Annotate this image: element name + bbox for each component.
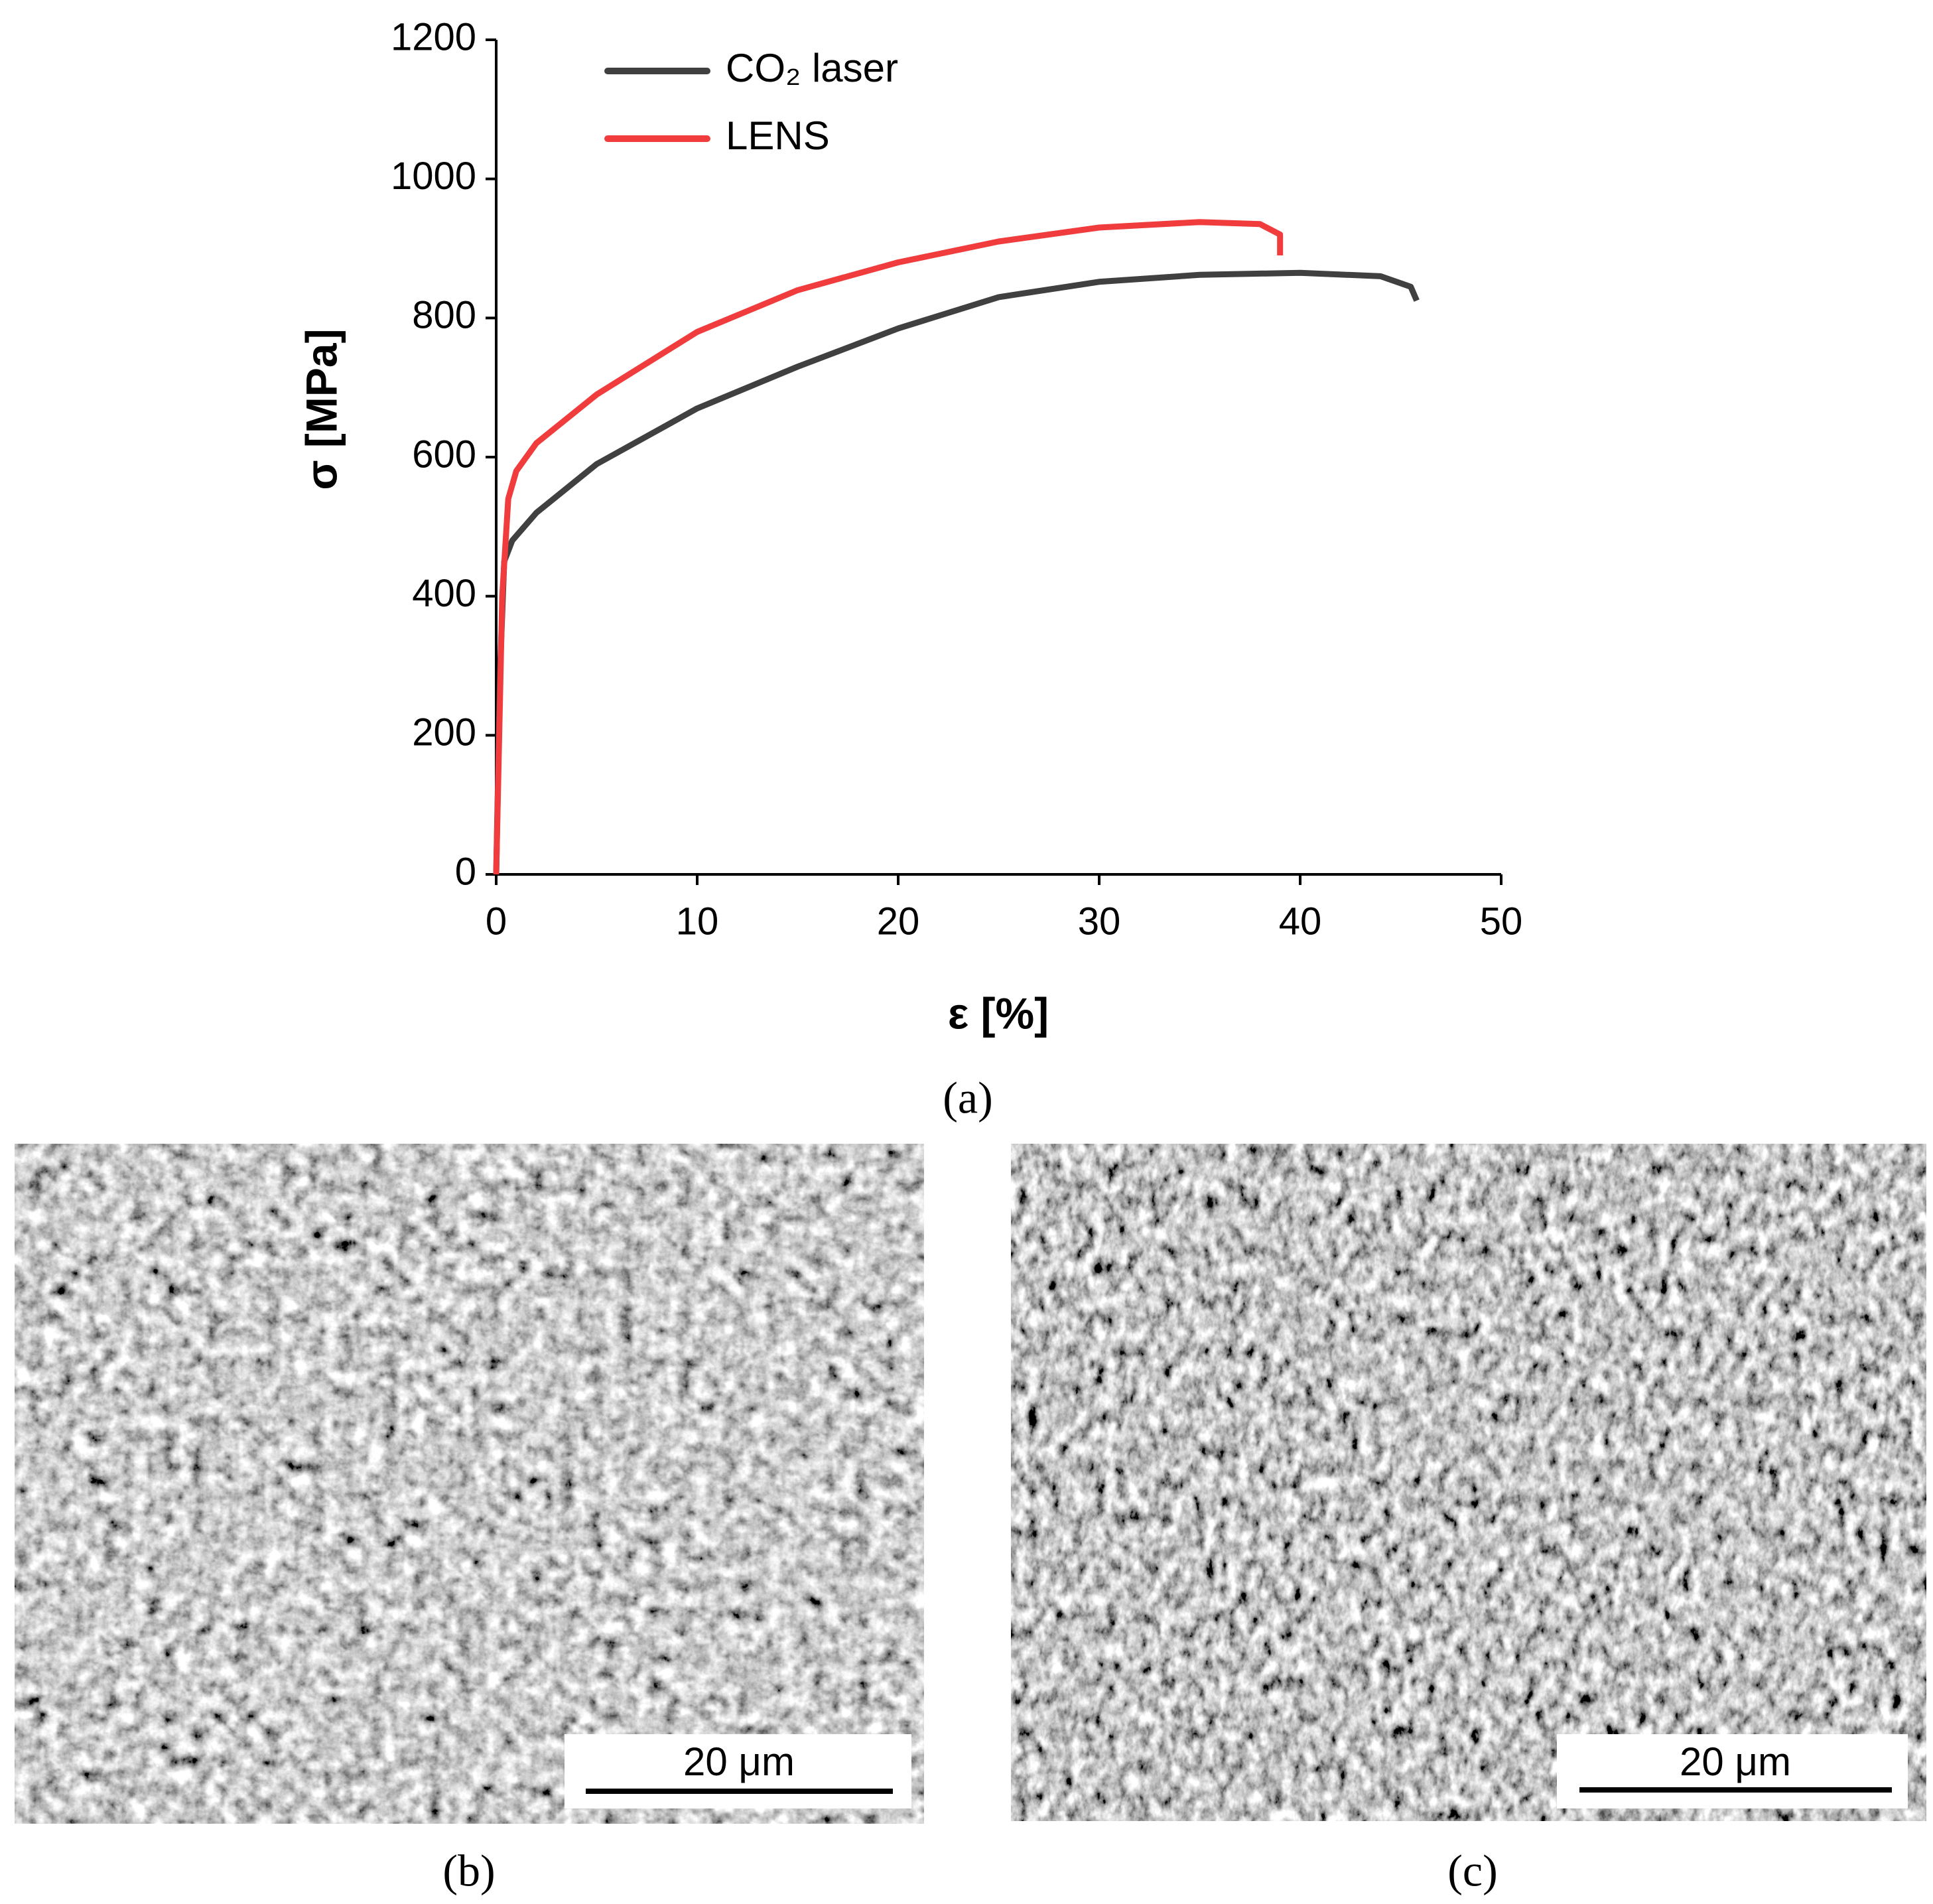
x-axis-title: ε [%] (948, 988, 1049, 1038)
scale-bar-label: 20 μm (683, 1739, 795, 1784)
y-tick-label: 1000 (391, 155, 476, 198)
y-tick-label: 400 (412, 572, 476, 615)
sem-image (15, 1144, 924, 1824)
data-line (493, 269, 1420, 875)
y-tick-label: 1200 (391, 15, 476, 58)
plot-area: 0 200 400 600 800 1000 1200 0 10 20 30 40 50 CO₂ lase… (391, 15, 1522, 943)
y-axis-title: σ [MPa] (297, 328, 346, 490)
y-tick-label: 0 (455, 850, 476, 893)
scale-bar-box (565, 1734, 911, 1808)
panel-label: (b) (442, 1846, 495, 1896)
sem-image (1011, 1144, 1926, 1821)
x-tick-label: 20 (877, 900, 920, 943)
scale-bar-box (1557, 1734, 1908, 1808)
x-tick-label: 40 (1279, 900, 1322, 943)
legend-label: LENS (726, 113, 830, 158)
y-tick-label: 800 (412, 294, 476, 337)
x-tick-label: 50 (1480, 900, 1523, 943)
y-tick-label: 200 (412, 711, 476, 754)
y-tick-label: 600 (412, 433, 476, 476)
data-line (493, 219, 1284, 875)
x-tick-label: 0 (486, 900, 507, 943)
x-tick-label: 10 (676, 900, 719, 943)
x-tick-label: 30 (1078, 900, 1121, 943)
panel-label: (c) (1447, 1846, 1497, 1896)
legend-label: CO₂ laser (726, 46, 898, 90)
scale-bar-label: 20 μm (1680, 1739, 1791, 1784)
panel-label: (a) (943, 1073, 992, 1123)
